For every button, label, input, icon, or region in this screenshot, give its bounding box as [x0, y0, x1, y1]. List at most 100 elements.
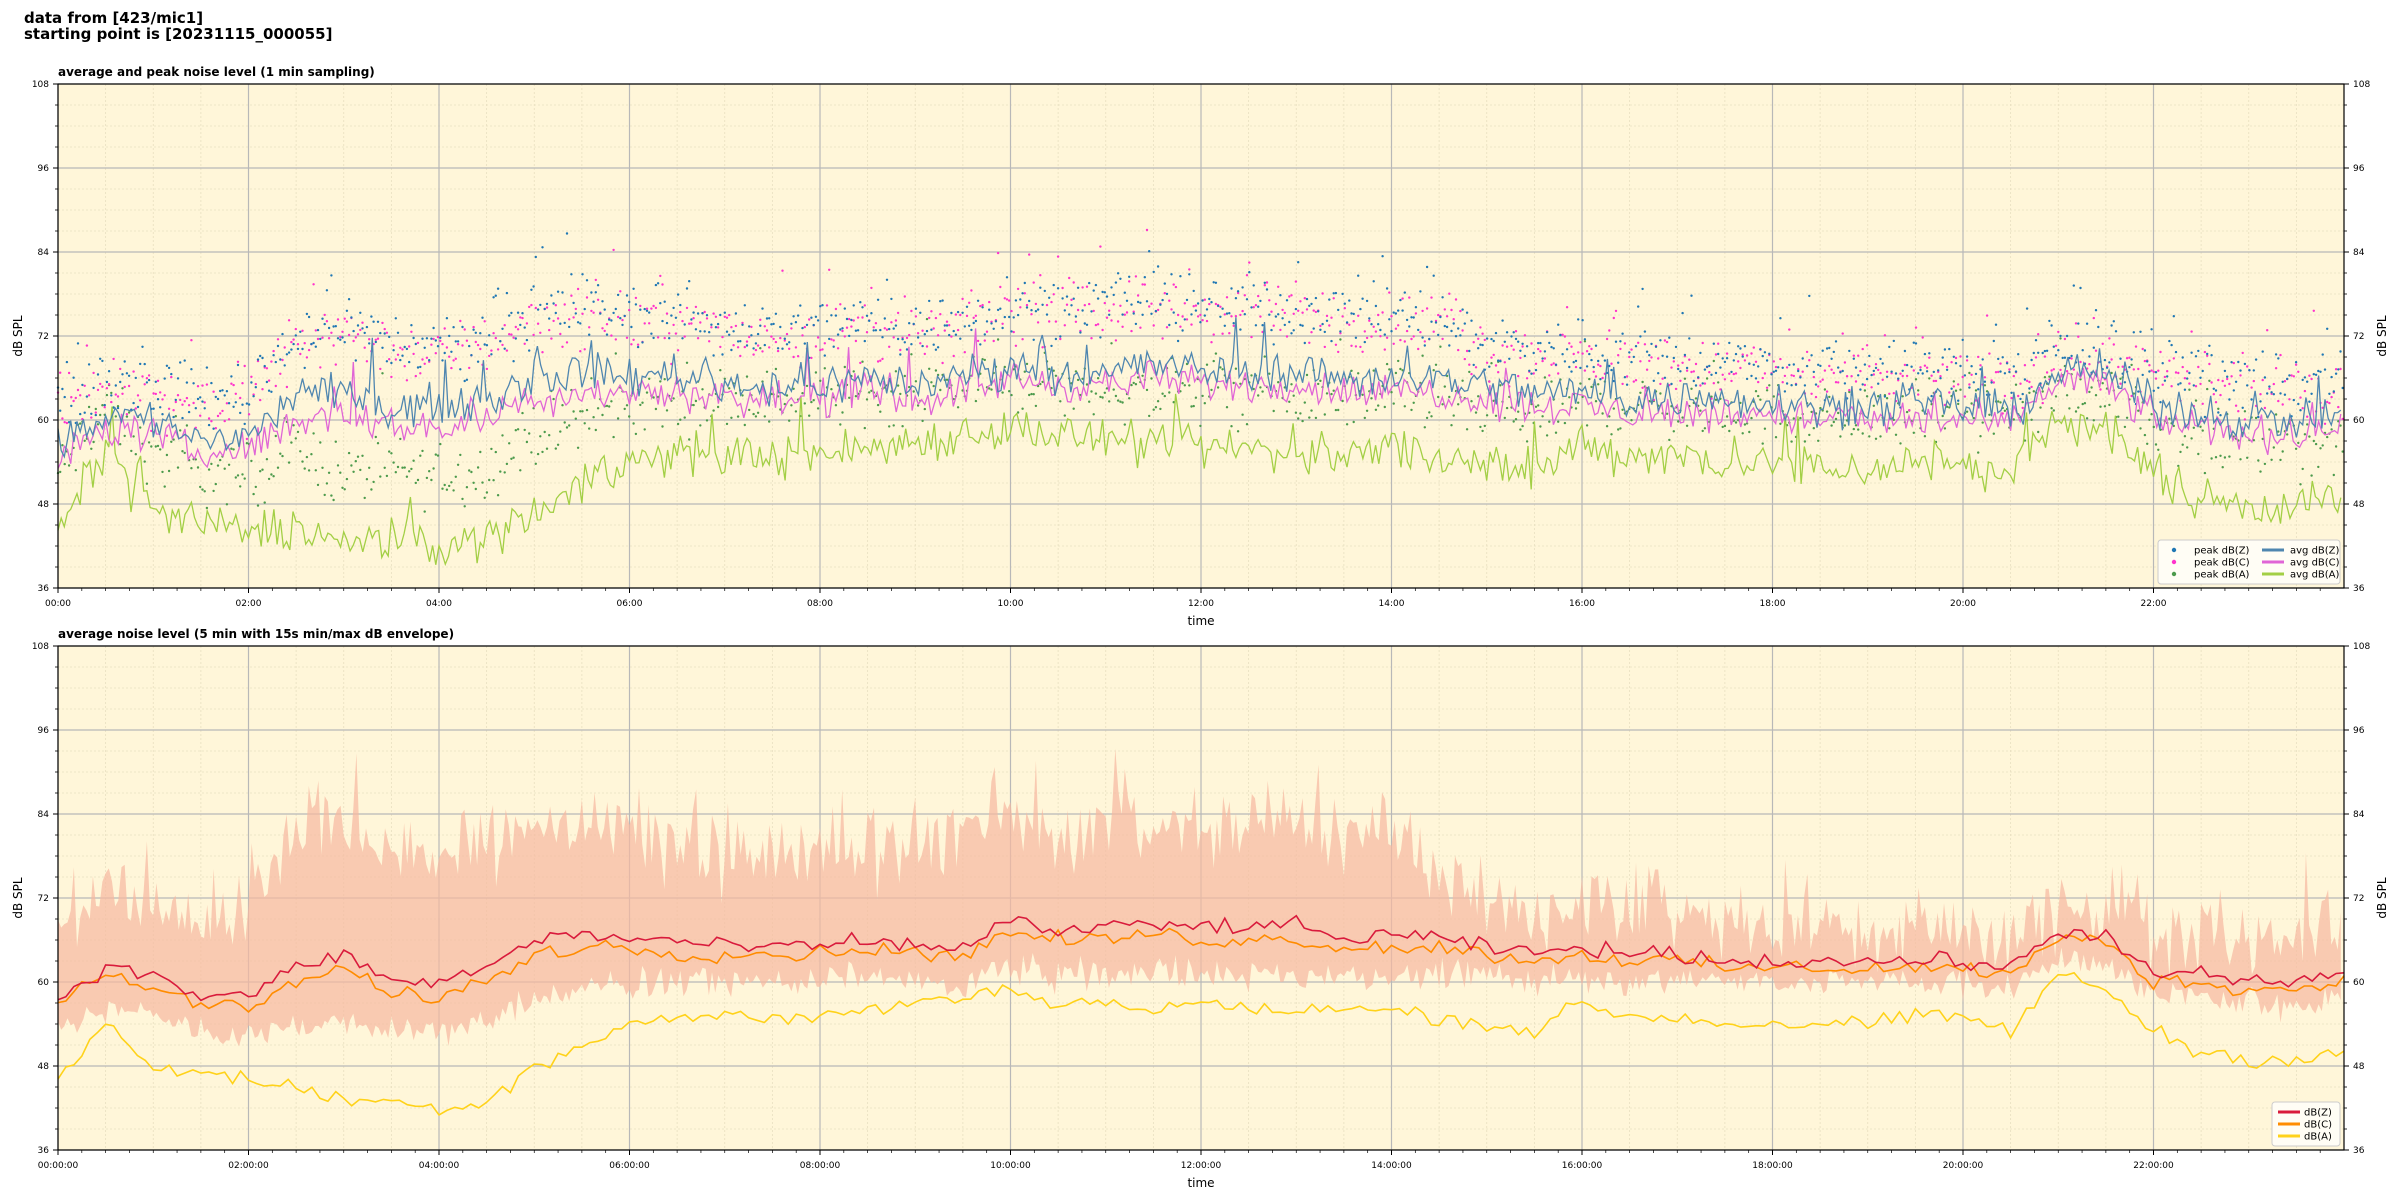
peak-point [2143, 433, 2147, 437]
peak-point [1532, 351, 1535, 355]
peak-point [2337, 405, 2340, 409]
peak-point [774, 367, 778, 371]
peak-point [2146, 360, 2149, 363]
peak-point [1523, 334, 1527, 337]
peak-point [452, 359, 455, 362]
peak-point [1621, 408, 1624, 411]
peak-point [2234, 404, 2238, 407]
peak-point [712, 312, 715, 315]
peak-point [1199, 313, 1202, 317]
peak-point [1494, 331, 1498, 335]
peak-point [1872, 404, 1876, 407]
peak-point [568, 325, 571, 329]
peak-point [1679, 379, 1682, 382]
peak-point [708, 331, 711, 334]
peak-point [1441, 337, 1444, 341]
peak-point [554, 304, 557, 307]
peak-point [905, 348, 909, 351]
peak-point [368, 466, 371, 469]
peak-point [894, 370, 898, 373]
peak-point [90, 412, 93, 415]
peak-point [554, 311, 557, 315]
peak-point [1832, 371, 1836, 375]
peak-point [1590, 385, 1593, 389]
peak-point [945, 324, 949, 327]
peak-point [903, 295, 906, 298]
peak-point [305, 312, 309, 316]
peak-point [941, 299, 944, 302]
peak-point [1363, 330, 1367, 333]
peak-point [1299, 323, 1302, 327]
peak-point [1663, 376, 1667, 379]
peak-point [756, 332, 760, 336]
peak-point [1092, 289, 1095, 292]
peak-point [2239, 458, 2242, 461]
peak-point [1850, 433, 1853, 436]
peak-point [1299, 300, 1302, 303]
peak-point [294, 334, 297, 337]
peak-point [1734, 421, 1738, 424]
y-tick-label: 84 [2353, 810, 2365, 820]
peak-point [1072, 407, 1075, 410]
peak-point [1214, 281, 1218, 284]
peak-point [1048, 320, 1051, 323]
peak-point [865, 314, 869, 317]
peak-point [87, 405, 91, 409]
peak-point [63, 462, 66, 466]
peak-point [441, 359, 444, 362]
peak-point [1914, 342, 1918, 345]
peak-point [1423, 426, 1427, 429]
peak-point [708, 340, 711, 343]
peak-point [1132, 381, 1135, 385]
peak-point [1003, 365, 1006, 369]
series-line [57, 393, 2342, 567]
peak-point [990, 322, 993, 325]
peak-point [2243, 418, 2247, 421]
peak-point [1514, 337, 1518, 341]
peak-point [1492, 339, 1495, 343]
peak-point [1990, 381, 1993, 384]
peak-point [1950, 387, 1953, 390]
peak-point [1101, 396, 1104, 399]
peak-point [943, 324, 946, 327]
peak-point [494, 294, 497, 297]
peak-point [2330, 375, 2333, 379]
peak-point [1581, 395, 1584, 399]
peak-point [1743, 345, 1747, 348]
peak-point [2330, 428, 2333, 431]
peak-point [812, 399, 815, 402]
peak-point [2221, 379, 2224, 383]
peak-point [2281, 380, 2284, 383]
peak-point [1690, 387, 1693, 390]
legend-label: peak dB(A) [2194, 570, 2250, 581]
peak-point [203, 490, 206, 493]
peak-point [272, 354, 275, 357]
peak-point [2025, 379, 2029, 382]
peak-point [1141, 313, 1144, 316]
peak-point [2154, 443, 2158, 446]
peak-point [563, 321, 566, 325]
peak-point [805, 384, 809, 388]
peak-point [245, 442, 249, 445]
peak-point [1301, 311, 1304, 314]
x-tick-label: 16:00 [1569, 599, 1595, 609]
peak-point [1030, 392, 1033, 396]
peak-point [1205, 308, 1209, 311]
peak-point [292, 424, 295, 427]
peak-point [883, 317, 886, 320]
peak-point [1419, 331, 1422, 334]
peak-point [203, 401, 206, 404]
peak-point [1639, 391, 1642, 394]
peak-point [1457, 403, 1460, 406]
peak-point [2028, 387, 2031, 390]
peak-point [1143, 276, 1147, 279]
peak-point [692, 403, 695, 407]
peak-point [834, 307, 838, 311]
peak-point [1123, 423, 1127, 426]
peak-point [1457, 348, 1460, 352]
peak-point [1750, 416, 1753, 420]
peak-point [1114, 339, 1118, 342]
peak-point [683, 416, 686, 419]
peak-point [2028, 380, 2031, 384]
peak-point [2274, 367, 2278, 370]
